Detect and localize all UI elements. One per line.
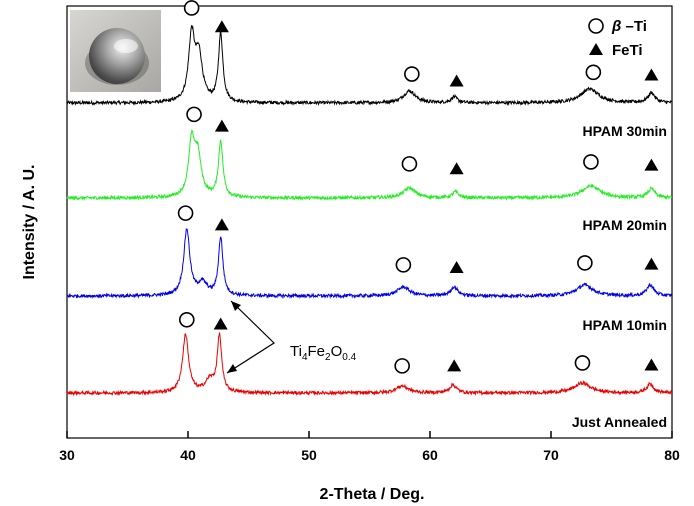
- beta-ti-peak-marker: [183, 0, 200, 16]
- x-axis-ticks: 30 40 50 60 70 80: [59, 431, 680, 463]
- x-tick-label: 30: [59, 447, 75, 463]
- series-label-just-annealed: Just Annealed: [572, 414, 667, 430]
- series-label-hpam-30min: HPAM 30min: [582, 123, 667, 139]
- legend: β –Ti FeTi: [588, 18, 647, 59]
- legend-triangle-marker: [589, 43, 603, 55]
- series-layer: [66, 24, 673, 397]
- series-line-hpam-20min: [66, 129, 673, 202]
- legend-beta-symbol: β: [611, 18, 621, 35]
- annotation-arrow-head-upper: [231, 301, 241, 311]
- beta-ti-peak-marker: [585, 64, 602, 81]
- x-tick-label: 70: [543, 447, 559, 463]
- series-line-hpam-10min: [66, 228, 673, 300]
- x-axis-title: 2-Theta / Deg.: [320, 486, 425, 503]
- beta-ti-peak-marker: [395, 257, 412, 273]
- feti-peak-marker: [644, 358, 659, 371]
- feti-peak-marker: [214, 119, 229, 132]
- legend-feti-label: FeTi: [612, 42, 643, 59]
- beta-ti-peak-marker: [404, 66, 420, 82]
- annotation-label: Ti4Fe2O0.4: [290, 343, 357, 363]
- annotation-arrow-line: [226, 300, 275, 374]
- series-label-hpam-10min: HPAM 10min: [582, 317, 667, 333]
- x-tick-label: 50: [301, 447, 317, 463]
- beta-ti-peak-marker: [186, 106, 202, 123]
- legend-circle-marker: [588, 18, 604, 34]
- feti-peak-marker: [447, 359, 462, 372]
- beta-ti-peak-marker: [577, 255, 593, 271]
- feti-peak-marker: [644, 68, 659, 81]
- legend-ti-text: –Ti: [621, 18, 647, 35]
- ti4fe2o-annotation: Ti4Fe2O0.4: [226, 300, 357, 374]
- feti-peak-marker: [449, 260, 464, 273]
- beta-ti-peak-marker: [394, 358, 410, 374]
- beta-ti-peak-marker: [574, 355, 591, 371]
- x-tick-label: 40: [180, 447, 196, 463]
- beta-ti-peak-marker: [177, 205, 194, 221]
- feti-peak-marker: [644, 158, 659, 171]
- series-label-hpam-20min: HPAM 20min: [582, 217, 667, 233]
- annotation-arrow-head-lower: [227, 364, 237, 373]
- peak-marker-layer: [177, 0, 659, 374]
- feti-peak-marker: [449, 74, 464, 87]
- feti-peak-marker: [213, 317, 228, 330]
- y-axis-title: Intensity / A. U.: [21, 165, 38, 280]
- series-line-just-annealed: [66, 332, 673, 397]
- legend-beta-ti-label: β –Ti: [611, 18, 647, 35]
- series-line-hpam-30min: [66, 24, 672, 107]
- feti-peak-marker: [214, 20, 229, 33]
- plot-frame: [66, 5, 673, 439]
- feti-peak-marker: [644, 257, 659, 270]
- feti-peak-marker: [214, 218, 229, 231]
- beta-ti-peak-marker: [583, 154, 599, 170]
- x-tick-label: 60: [422, 447, 438, 463]
- beta-ti-peak-marker: [401, 156, 418, 172]
- x-tick-label: 80: [664, 447, 680, 463]
- beta-ti-peak-marker: [178, 311, 195, 328]
- feti-peak-marker: [449, 162, 464, 175]
- sample-photo-inset: [70, 10, 161, 92]
